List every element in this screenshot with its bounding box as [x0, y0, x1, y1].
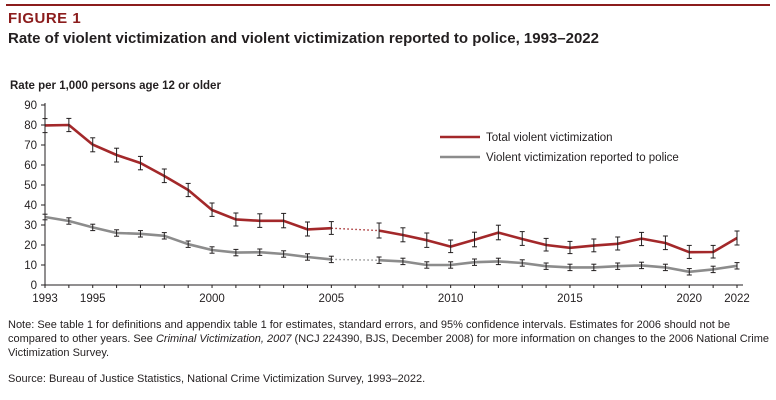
legend-label-2: Violent victimization reported to police	[486, 152, 679, 164]
chart-note: Note: See table 1 for definitions and ap…	[8, 318, 770, 360]
y-tick-label: 80	[24, 120, 37, 132]
x-tick-label: 2022	[724, 293, 750, 305]
y-axis-label: Rate per 1,000 persons age 12 or older	[10, 80, 221, 92]
x-tick-label: 1995	[80, 293, 106, 305]
series-2-gap-dotted	[331, 258, 380, 261]
y-tick-label: 40	[24, 200, 37, 212]
note-text-end: (NCJ 224390, BJS, December 2008) for mor…	[8, 333, 770, 359]
figure-label: FIGURE 1	[8, 10, 82, 27]
y-tick-label: 20	[24, 240, 37, 252]
x-tick-label: 2010	[438, 293, 464, 305]
line-chart: 0 10 20 30 40 50 60 70 80 90 1993 1995 2000 2005 2010 2…	[24, 100, 750, 305]
x-tick-label: 2020	[676, 293, 702, 305]
series-2-line-after-gap	[379, 258, 738, 274]
figure-title: Rate of violent victimization and violen…	[8, 30, 599, 47]
y-tick-label: 30	[24, 220, 37, 232]
chart-source: Source: Bureau of Justice Statistics, Na…	[8, 373, 426, 385]
y-tick-label: 10	[24, 260, 37, 272]
legend-label-1: Total violent victimization	[486, 132, 613, 144]
x-tick-label: 2005	[319, 293, 345, 305]
y-tick-label: 0	[31, 280, 37, 292]
y-tick-label: 50	[24, 180, 37, 192]
series-1-line-before-gap	[44, 123, 332, 231]
x-tick-label: 1993	[32, 293, 58, 305]
top-rule	[6, 4, 770, 6]
y-tick-label: 70	[24, 140, 37, 152]
y-tick-label: 60	[24, 160, 37, 172]
x-tick-label: 2000	[199, 293, 225, 305]
note-text-start: Note: See table 1 for definitions and ap…	[8, 319, 731, 345]
series-1-gap-dotted	[331, 227, 380, 232]
x-tick-label: 2015	[557, 293, 583, 305]
y-tick-label: 90	[24, 100, 37, 112]
note-publication-title: Criminal Victimization, 2007	[155, 333, 292, 345]
series-1-line-after-gap	[378, 229, 738, 254]
